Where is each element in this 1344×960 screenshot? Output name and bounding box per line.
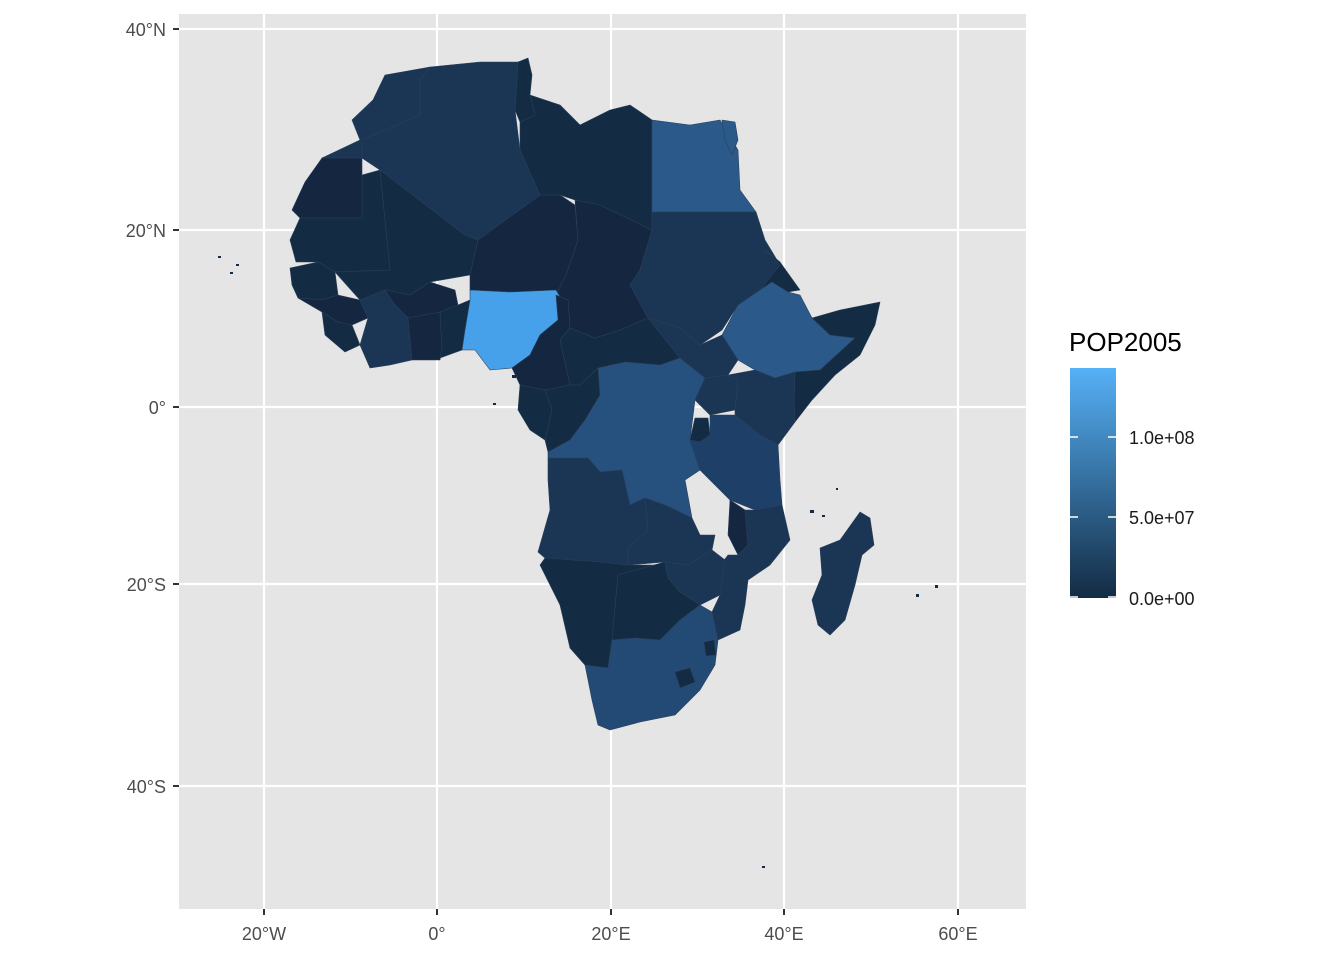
y-tick-label: 40°S <box>127 777 166 797</box>
island-south <box>762 866 765 868</box>
country-sinai <box>721 119 739 156</box>
country-lesotho <box>674 667 696 689</box>
island-reunion <box>916 594 919 597</box>
legend-title: POP2005 <box>1069 327 1182 357</box>
x-tick-label: 0° <box>428 924 445 944</box>
legend-label: 1.0e+08 <box>1129 428 1195 448</box>
country-madagascar <box>811 511 875 636</box>
y-tick-label: 0° <box>149 398 166 418</box>
x-tick-label: 20°W <box>242 924 286 944</box>
island-cape-verde-3 <box>236 264 239 266</box>
island-specks <box>218 256 938 868</box>
y-tick-label: 20°S <box>127 575 166 595</box>
legend-label: 5.0e+07 <box>1129 508 1195 528</box>
axis-ticks <box>173 28 959 915</box>
country-shapes <box>289 57 881 731</box>
y-tick-label: 40°N <box>126 20 166 40</box>
country-ghana <box>407 311 443 361</box>
island-sao-tome <box>493 403 496 405</box>
legend: POP2005 1.0e+08 5.0e+07 0.0e+00 <box>1069 327 1195 609</box>
island-cape-verde <box>218 256 221 258</box>
country-swaziland <box>703 639 717 657</box>
island-seychelles <box>836 488 838 490</box>
country-sudan <box>629 211 781 346</box>
island-comoros <box>810 510 814 513</box>
island-bioko <box>512 375 516 378</box>
x-tick-label: 40°E <box>764 924 803 944</box>
y-tick-label: 20°N <box>126 221 166 241</box>
island-mauritius <box>935 585 938 588</box>
legend-colorbar <box>1070 368 1116 598</box>
x-tick-label: 20°E <box>591 924 630 944</box>
legend-label: 0.0e+00 <box>1129 589 1195 609</box>
country-kenya <box>727 369 796 446</box>
x-tick-label: 60°E <box>938 924 977 944</box>
island-cape-verde-2 <box>230 272 233 274</box>
country-south-africa <box>584 604 719 731</box>
country-somalia <box>793 301 881 423</box>
island-comoros-2 <box>822 515 825 517</box>
